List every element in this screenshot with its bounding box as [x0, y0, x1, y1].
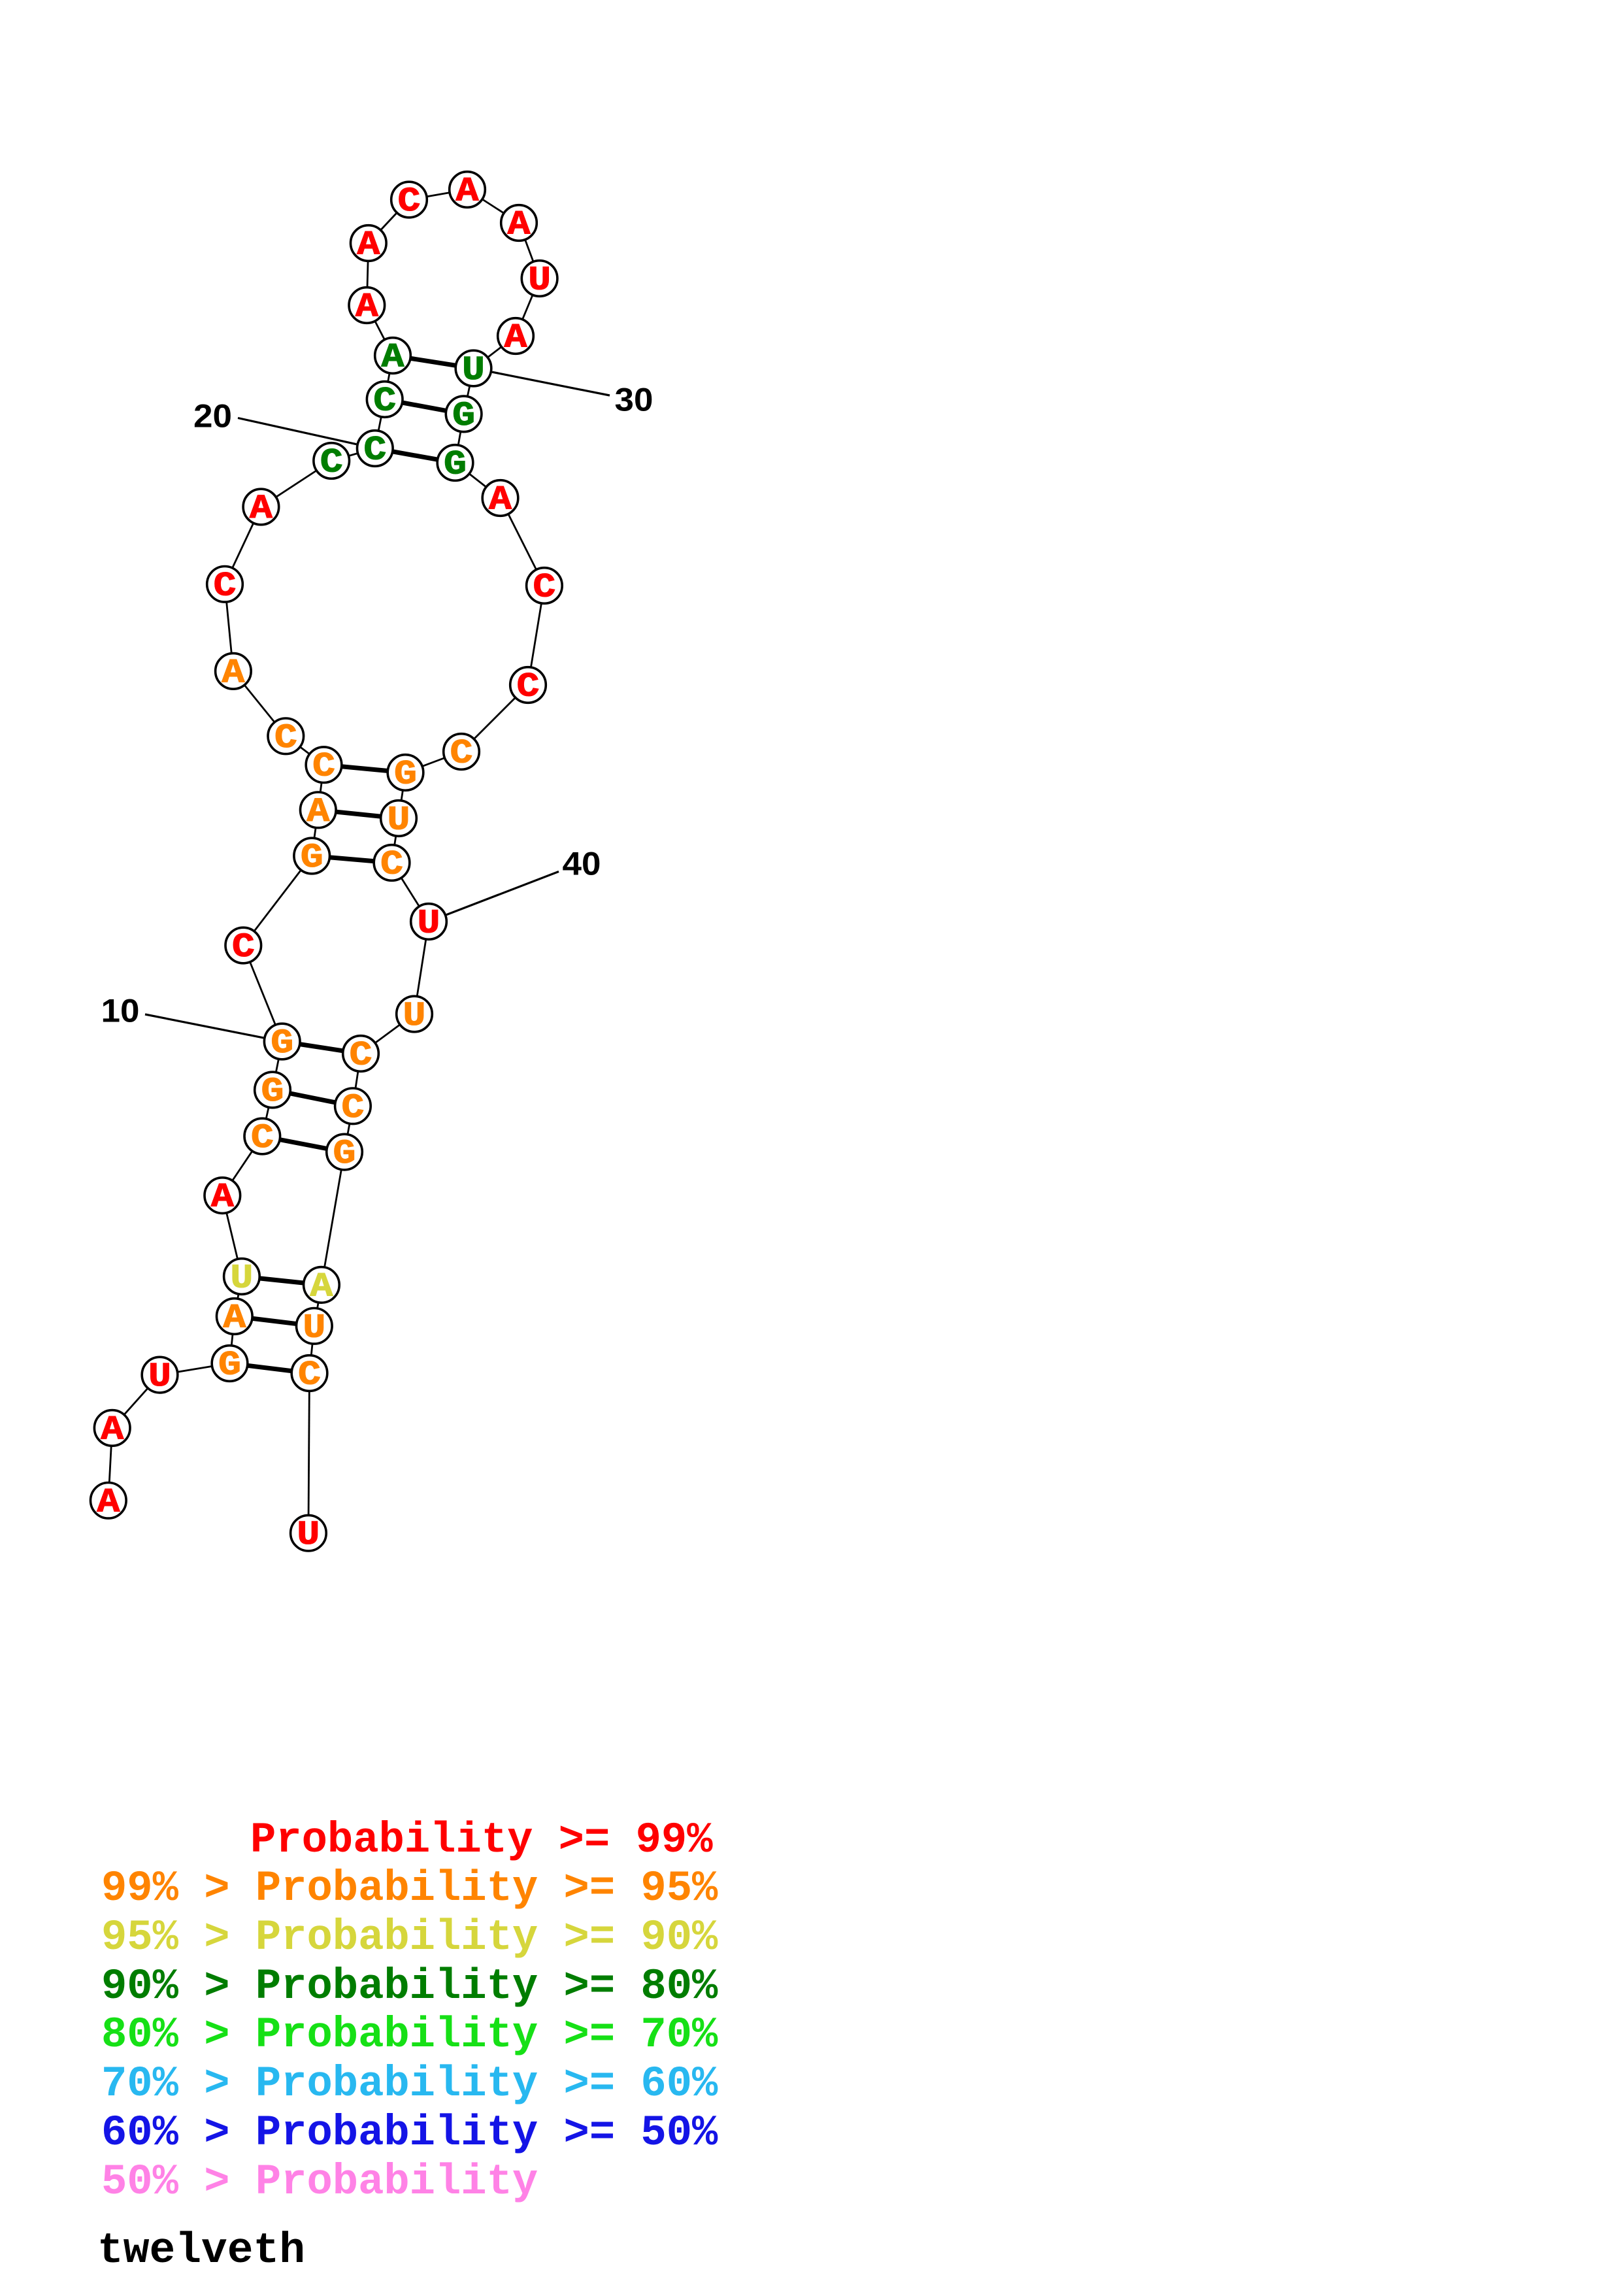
svg-text:A: A — [222, 654, 245, 692]
svg-text:G: G — [333, 1135, 356, 1173]
svg-text:C: C — [298, 1356, 321, 1394]
svg-text:A: A — [357, 225, 380, 264]
svg-text:C: C — [533, 568, 555, 607]
svg-text:A: A — [508, 205, 531, 244]
svg-text:A: A — [504, 318, 528, 357]
svg-text:G: G — [452, 397, 475, 435]
svg-text:U: U — [388, 801, 410, 839]
svg-text:20: 20 — [193, 397, 232, 434]
svg-text:A: A — [355, 288, 379, 326]
svg-text:U: U — [303, 1308, 325, 1347]
svg-text:U: U — [297, 1516, 320, 1554]
svg-text:80% > Probability >= 70%: 80% > Probability >= 70% — [101, 2010, 718, 2059]
svg-text:A: A — [97, 1483, 120, 1522]
svg-text:C: C — [373, 382, 396, 420]
svg-text:60% > Probability >= 50%: 60% > Probability >= 50% — [101, 2108, 718, 2157]
svg-text:U: U — [528, 261, 551, 299]
svg-text:70% > Probability >= 60%: 70% > Probability >= 60% — [101, 2059, 718, 2108]
svg-text:95% > Probability >= 90%: 95% > Probability >= 90% — [101, 1913, 718, 1962]
svg-text:C: C — [450, 734, 473, 773]
svg-text:30: 30 — [615, 381, 653, 418]
svg-text:A: A — [101, 1410, 124, 1449]
svg-text:C: C — [398, 182, 421, 221]
svg-text:C: C — [214, 567, 237, 605]
svg-text:C: C — [380, 845, 403, 884]
svg-text:10: 10 — [101, 992, 140, 1029]
svg-text:G: G — [218, 1346, 241, 1384]
svg-text:A: A — [456, 172, 480, 210]
svg-text:G: G — [394, 755, 417, 793]
svg-text:A: A — [382, 338, 405, 376]
svg-text:C: C — [274, 718, 297, 757]
svg-text:U: U — [418, 904, 440, 942]
svg-text:A: A — [223, 1299, 246, 1337]
svg-text:U: U — [403, 997, 426, 1035]
svg-text:C: C — [341, 1088, 364, 1127]
svg-text:A: A — [211, 1178, 235, 1216]
svg-text:C: C — [312, 747, 335, 786]
svg-text:C: C — [251, 1119, 274, 1157]
svg-text:A: A — [250, 490, 273, 528]
svg-text:U: U — [230, 1259, 253, 1297]
svg-text:C: C — [320, 443, 343, 482]
svg-text:40: 40 — [563, 845, 601, 882]
svg-text:99% > Probability >= 95%: 99% > Probability >= 95% — [101, 1864, 718, 1913]
svg-text:Probability >= 99%: Probability >= 99% — [250, 1816, 713, 1865]
svg-text:A: A — [306, 792, 330, 831]
svg-text:C: C — [363, 431, 386, 469]
svg-text:50% > Probability: 50% > Probability — [101, 2157, 538, 2206]
svg-text:G: G — [301, 839, 323, 877]
svg-text:G: G — [261, 1073, 284, 1111]
svg-text:A: A — [310, 1267, 333, 1306]
svg-text:U: U — [148, 1357, 171, 1396]
svg-text:twelveth: twelveth — [97, 2226, 305, 2275]
svg-text:C: C — [517, 667, 540, 706]
svg-text:G: G — [271, 1024, 293, 1063]
svg-text:C: C — [350, 1036, 372, 1074]
svg-text:U: U — [462, 351, 485, 390]
svg-text:C: C — [232, 928, 255, 967]
svg-text:90% > Probability >= 80%: 90% > Probability >= 80% — [101, 1962, 718, 2011]
svg-text:A: A — [489, 480, 512, 519]
svg-text:G: G — [444, 445, 467, 484]
